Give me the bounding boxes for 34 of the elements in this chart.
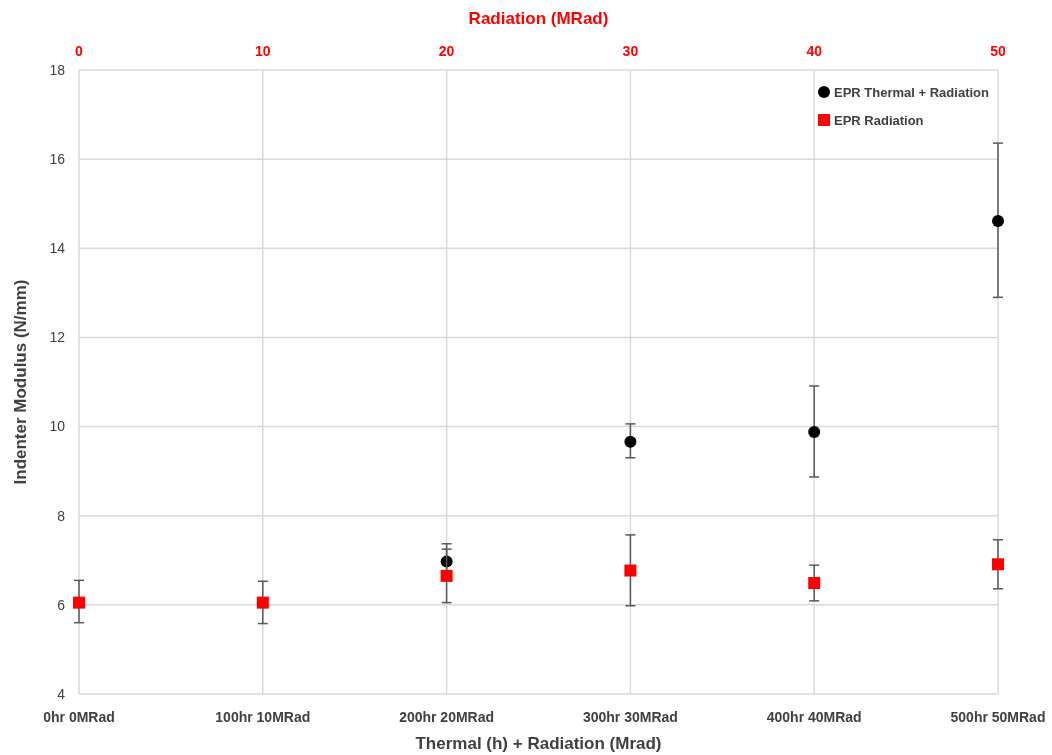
point: [624, 435, 637, 448]
y-tick-label: 4: [57, 685, 66, 702]
y-tick-label: 8: [57, 507, 66, 524]
x2-tick-label: 50: [990, 43, 1006, 59]
x2-tick-label: 30: [622, 43, 639, 59]
point: [73, 596, 85, 609]
y-tick-label: 10: [49, 418, 66, 435]
point: [256, 596, 269, 609]
point: [992, 215, 1004, 228]
y-tick-label: 6: [57, 596, 66, 613]
x2-axis-title: Radiation (MRad): [468, 9, 609, 28]
x2-tick-label: 10: [255, 43, 271, 59]
point: [992, 558, 1004, 571]
x-tick-label: 400hr 40MRad: [766, 709, 862, 725]
legend-label: EPR Radiation: [834, 112, 924, 128]
y-tick-label: 16: [49, 151, 66, 168]
y-tick-label: 14: [49, 240, 66, 257]
x-tick-label: 300hr 30MRad: [582, 709, 678, 725]
point: [624, 564, 637, 577]
point: [808, 577, 821, 590]
x-axis-title: Thermal (h) + Radiation (Mrad): [415, 734, 662, 753]
x2-tick-label: 40: [806, 43, 823, 59]
x-tick-label: 0hr 0MRad: [43, 709, 115, 725]
y-axis-title: Indenter Modulus (N/mm): [11, 279, 30, 485]
y-tick-label: 12: [49, 329, 66, 346]
x-tick-label: 200hr 20MRad: [399, 709, 495, 725]
x-tick-label: 100hr 10MRad: [215, 709, 311, 725]
x-tick-label: 500hr 50MRad: [950, 709, 1046, 725]
point: [808, 425, 821, 438]
y-tick-label: 18: [49, 61, 66, 78]
x2-tick-label: 20: [438, 43, 455, 59]
legend-label: EPR Thermal + Radiation: [834, 84, 990, 100]
x2-tick-label: 0: [75, 43, 84, 59]
point: [440, 569, 453, 582]
